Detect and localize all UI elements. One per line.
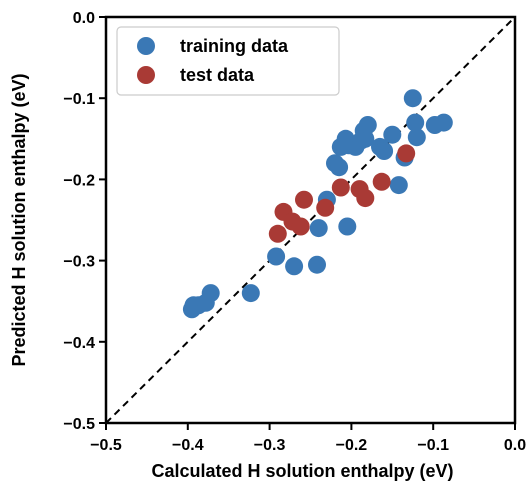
training-data-point xyxy=(356,129,375,148)
legend-box xyxy=(116,26,340,96)
x-tick-label: 0.0 xyxy=(504,437,526,454)
training-data-point xyxy=(358,116,377,134)
training-data-point xyxy=(330,158,349,177)
plot-frame xyxy=(104,15,517,425)
x-tick-label: −0.4 xyxy=(172,437,204,454)
x-tick-label: −0.1 xyxy=(417,437,449,454)
training-data-point xyxy=(267,247,286,266)
test-data-point xyxy=(331,178,350,197)
data-points-layer xyxy=(182,89,453,319)
legend-marker-training xyxy=(137,37,155,55)
legend-marker-test xyxy=(137,66,155,84)
test-data-point xyxy=(316,198,335,217)
training-data-point xyxy=(406,113,425,132)
training-data-point xyxy=(389,176,408,195)
test-data-point xyxy=(295,190,313,209)
x-tick-label: −0.2 xyxy=(336,437,368,454)
test-data-point xyxy=(372,172,391,191)
training-data-point xyxy=(407,128,426,147)
training-data-point xyxy=(383,125,402,144)
reference-line-layer xyxy=(105,16,516,424)
y-tick-label: 0.0 xyxy=(73,10,95,27)
training-data-point xyxy=(285,257,304,276)
legend-label-training: training data xyxy=(180,36,289,56)
test-data-point xyxy=(268,224,287,243)
test-data-point xyxy=(356,189,375,208)
training-data-point xyxy=(403,89,422,108)
legend: training data test data xyxy=(116,26,340,96)
training-data-point xyxy=(308,255,326,274)
training-data-point xyxy=(375,142,394,160)
y-tick-label: −0.3 xyxy=(63,254,95,271)
x-axis-label: Calculated H solution enthalpy (eV) xyxy=(151,461,453,481)
x-tick-label: −0.3 xyxy=(254,437,286,454)
y-tick-label: −0.4 xyxy=(63,335,95,352)
training-data-point xyxy=(309,219,328,238)
y-tick-label: −0.2 xyxy=(63,172,95,189)
x-tick-label: −0.5 xyxy=(90,437,122,454)
training-data-point xyxy=(434,113,453,132)
reference-diagonal-line xyxy=(105,16,516,424)
legend-label-test: test data xyxy=(180,65,255,85)
training-data-point xyxy=(241,284,260,303)
y-tick-label: −0.1 xyxy=(63,91,95,108)
y-tick-label: −0.5 xyxy=(63,416,95,433)
test-data-point xyxy=(291,217,310,236)
training-data-point xyxy=(201,284,220,303)
training-data-point xyxy=(338,217,357,236)
axis-ticks-layer: −0.5 −0.4 −0.3 −0.2 −0.1 0.0 −0.5 −0.4 −0.3 −0.2 −… xyxy=(63,10,526,454)
y-axis-label: Predicted H solution enthalpy (eV) xyxy=(9,73,29,366)
test-data-point xyxy=(397,144,416,163)
